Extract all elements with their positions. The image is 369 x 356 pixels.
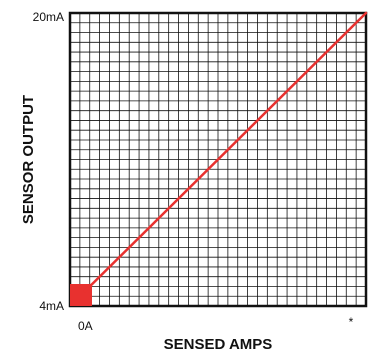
y-axis-title: SENSOR OUTPUT: [20, 95, 37, 224]
plot-frame: [68, 11, 368, 308]
grid: [70, 13, 366, 306]
x-tick-label-min: 0A: [78, 319, 93, 333]
y-tick-label-min: 4mA: [39, 299, 64, 313]
series-line: [83, 11, 368, 293]
x-tick-label-max: *: [349, 315, 354, 329]
y-tick-label-max: 20mA: [33, 10, 64, 24]
x-axis-title: SENSED AMPS: [164, 336, 273, 353]
